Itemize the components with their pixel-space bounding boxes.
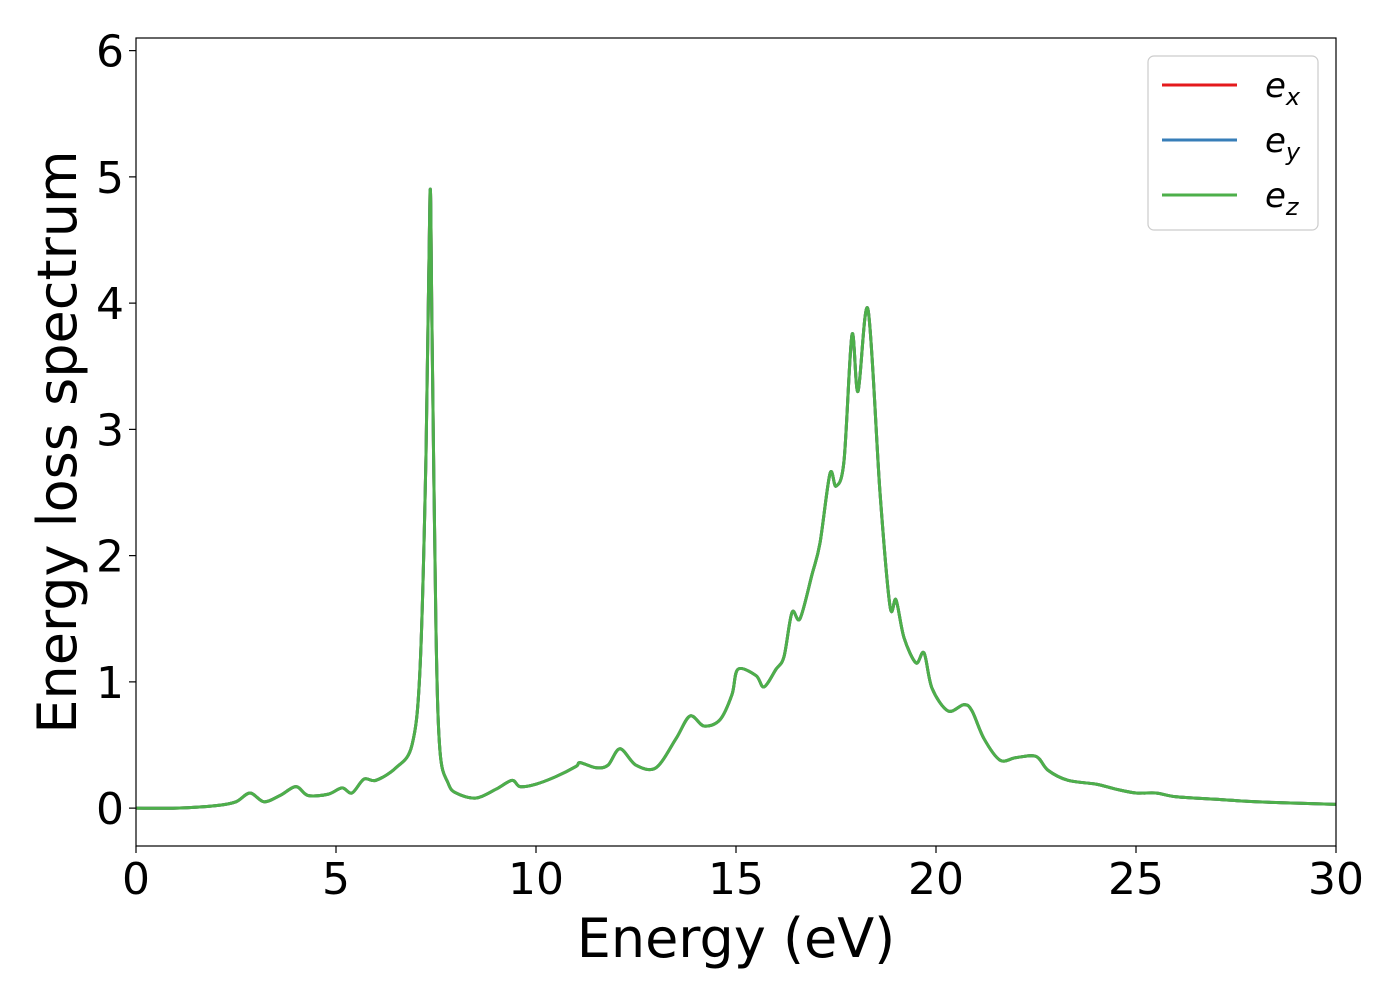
series-line-e-x [135,187,1337,810]
y-tick-label: 6 [96,27,124,78]
x-tick-label: 30 [1308,854,1364,905]
x-tick-label: 25 [1108,854,1164,905]
y-tick-label: 4 [96,279,124,330]
y-tick-label: 0 [96,784,124,835]
x-axis-label: Energy (eV) [577,907,896,970]
x-tick-label: 20 [908,854,964,905]
legend-label-e-y: ey [1265,121,1301,166]
legend-label-e-z: ez [1265,176,1300,221]
y-tick-label: 5 [96,153,124,204]
x-tick-label: 15 [708,854,764,905]
series-line-e-z [135,187,1337,810]
x-tick-label: 10 [508,854,564,905]
y-tick-label: 1 [96,658,124,709]
legend: ex ey ez [1147,55,1319,231]
y-axis-label: Energy loss spectrum [26,150,89,733]
x-tick-label: 0 [122,854,150,905]
x-tick-label: 5 [322,854,350,905]
legend-box [1147,55,1319,231]
y-axis: 0 1 2 3 4 5 6 [96,27,136,835]
x-axis: 0 5 10 15 20 25 30 [122,846,1364,905]
y-tick-label: 2 [96,532,124,583]
y-tick-label: 3 [96,405,124,456]
plot-lines [135,187,1337,810]
series-line-e-y [135,187,1337,810]
legend-label-e-x: ex [1265,66,1301,111]
